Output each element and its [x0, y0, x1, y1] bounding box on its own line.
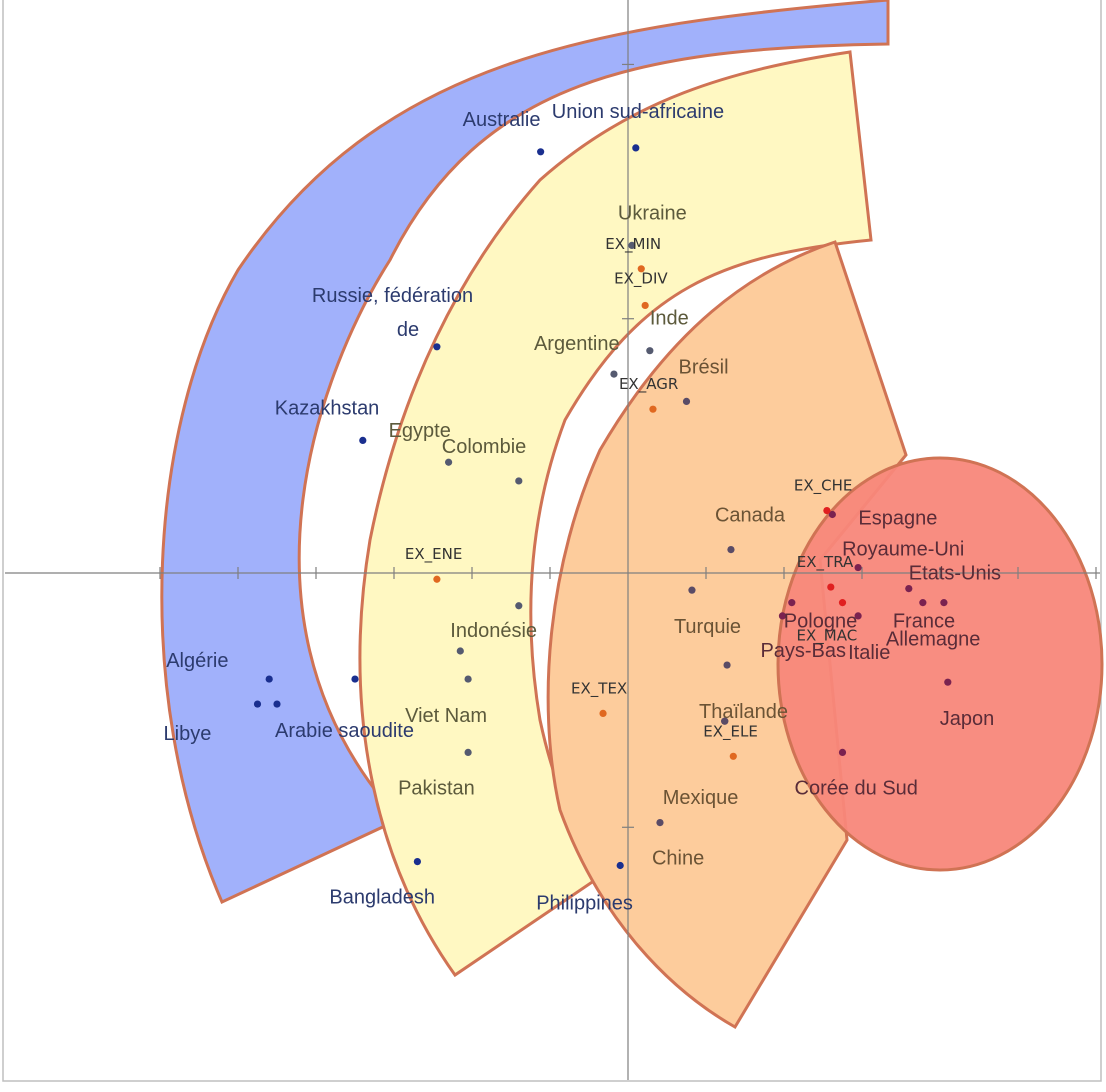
country-label: Etats-Unis — [909, 563, 1001, 585]
data-point — [854, 612, 862, 620]
country-label: Pologne — [784, 611, 857, 633]
country-label: Bangladesh — [329, 887, 435, 909]
data-point — [823, 507, 831, 515]
outer-band-region — [160, 0, 890, 905]
country-label: Mexique — [663, 787, 739, 809]
data-point — [788, 599, 796, 607]
country-label: Argentine — [534, 333, 620, 355]
data-point — [646, 347, 654, 355]
data-point — [253, 700, 262, 708]
data-point — [610, 370, 618, 378]
markers — [253, 144, 952, 870]
variable-label: EX_TEX — [571, 679, 627, 698]
country-label: France — [893, 611, 955, 633]
data-point — [265, 675, 273, 683]
country-label: Italie — [848, 642, 890, 664]
data-point — [464, 675, 472, 683]
data-point — [464, 748, 472, 757]
data-point — [682, 397, 691, 405]
country-label: Egypte — [389, 420, 451, 442]
country-label: Russie, fédération de — [312, 285, 473, 341]
country-label: Kazakhstan — [275, 397, 380, 419]
country-label: Brésil — [679, 356, 729, 378]
inner-band-region — [546, 240, 908, 1030]
data-point — [656, 819, 664, 827]
country-label: Japon — [940, 708, 995, 730]
data-point — [838, 748, 847, 757]
country-label: Algérie — [166, 650, 228, 672]
country-label: Philippines — [536, 893, 633, 915]
core-ellipse-region — [776, 456, 1104, 872]
data-point — [778, 612, 787, 620]
data-point — [599, 709, 607, 718]
axes — [5, 0, 1100, 1080]
data-point — [905, 585, 913, 593]
data-point — [433, 575, 441, 583]
data-point — [273, 700, 281, 708]
data-point — [940, 599, 948, 607]
data-point — [456, 647, 464, 655]
country-label: Indonésie — [450, 620, 537, 642]
country-label: Turquie — [674, 616, 741, 638]
data-point — [359, 436, 367, 444]
country-label: Royaume-Uni — [842, 539, 964, 561]
data-point — [537, 148, 545, 156]
data-point — [649, 405, 657, 413]
country-label: Libye — [164, 723, 212, 745]
variable-label: EX_CHE — [794, 477, 852, 496]
data-point — [854, 563, 862, 572]
data-point — [351, 675, 359, 683]
variable-label: EX_MAC — [797, 627, 858, 646]
data-point — [944, 678, 952, 686]
data-point — [727, 546, 735, 554]
variable-label: EX_ELE — [703, 722, 758, 741]
data-point — [413, 858, 421, 866]
variable-label: EX_TRA — [797, 553, 854, 572]
data-point — [515, 477, 523, 485]
data-point — [828, 510, 836, 519]
data-point — [721, 717, 729, 725]
data-point — [641, 301, 649, 310]
middle-band-region — [358, 50, 873, 978]
data-point — [919, 599, 927, 607]
country-label: Thaïlande — [699, 701, 788, 723]
data-point — [838, 599, 847, 607]
country-label: Corée du Sud — [795, 777, 918, 799]
country-label: Inde — [650, 308, 689, 330]
variable-label: EX_MIN — [605, 235, 661, 254]
data-point — [632, 144, 640, 152]
data-point — [729, 752, 737, 760]
country-label: Pays-Bas — [760, 640, 846, 662]
region-shapes — [160, 0, 1104, 1030]
country-label: Colombie — [442, 436, 526, 458]
data-point — [445, 458, 453, 466]
data-point — [723, 661, 731, 669]
data-point — [515, 602, 523, 610]
data-point — [628, 241, 636, 249]
country-label: Viet Nam — [405, 705, 487, 727]
country-label: Australie — [463, 109, 541, 131]
country-label: Chine — [652, 848, 704, 870]
data-point — [637, 265, 645, 273]
data-point — [616, 861, 624, 870]
country-label: Arabie saoudite — [275, 720, 414, 742]
labels: Australie Union sud-africaine Russie, fédé… — [164, 101, 1002, 915]
country-label: Pakistan — [398, 777, 475, 799]
data-point — [827, 583, 835, 591]
country-label: Espagne — [858, 508, 937, 530]
data-point — [433, 343, 441, 351]
country-label: Allemagne — [886, 629, 981, 651]
country-label: Ukraine — [618, 202, 687, 224]
country-label: Union sud-africaine — [552, 101, 724, 123]
data-point — [688, 586, 696, 594]
variable-label: EX_AGR — [619, 375, 678, 394]
country-label: Canada — [715, 505, 786, 527]
variable-label: EX_ENE — [405, 545, 462, 564]
variable-label: EX_DIV — [614, 269, 668, 288]
